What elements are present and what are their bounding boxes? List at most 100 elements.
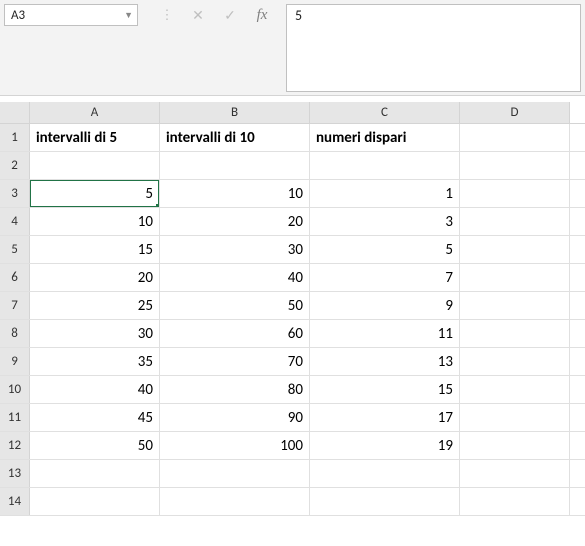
cell-D13[interactable] bbox=[460, 460, 570, 487]
row-4: 410203 bbox=[0, 208, 585, 236]
row-header-4[interactable]: 4 bbox=[0, 208, 30, 235]
cell-B1[interactable]: intervalli di 10 bbox=[160, 124, 310, 151]
cell-D6[interactable] bbox=[460, 264, 570, 291]
cell-C11[interactable]: 17 bbox=[310, 404, 460, 431]
cell-A1[interactable]: intervalli di 5 bbox=[30, 124, 160, 151]
cell-B12[interactable]: 100 bbox=[160, 432, 310, 459]
cell-C12[interactable]: 19 bbox=[310, 432, 460, 459]
row-header-11[interactable]: 11 bbox=[0, 404, 30, 431]
row-header-1[interactable]: 1 bbox=[0, 124, 30, 151]
cell-C9[interactable]: 13 bbox=[310, 348, 460, 375]
cell-B9[interactable]: 70 bbox=[160, 348, 310, 375]
formula-input-wrap: 5 bbox=[278, 0, 585, 95]
cell-B7[interactable]: 50 bbox=[160, 292, 310, 319]
cell-D10[interactable] bbox=[460, 376, 570, 403]
cell-A11[interactable]: 45 bbox=[30, 404, 160, 431]
cell-A5[interactable]: 15 bbox=[30, 236, 160, 263]
fx-icon[interactable]: fx bbox=[246, 4, 278, 26]
column-header-C[interactable]: C bbox=[310, 102, 460, 123]
row-header-6[interactable]: 6 bbox=[0, 264, 30, 291]
cell-C7[interactable]: 9 bbox=[310, 292, 460, 319]
row-header-12[interactable]: 12 bbox=[0, 432, 30, 459]
cell-A13[interactable] bbox=[30, 460, 160, 487]
cancel-icon[interactable]: ✕ bbox=[182, 4, 214, 26]
cell-A3[interactable]: 5 bbox=[30, 180, 160, 207]
column-header-D[interactable]: D bbox=[460, 102, 570, 123]
row-12: 125010019 bbox=[0, 432, 585, 460]
cell-D3[interactable] bbox=[460, 180, 570, 207]
cell-D4[interactable] bbox=[460, 208, 570, 235]
cell-C2[interactable] bbox=[310, 152, 460, 179]
name-box-wrap: A3 ▼ bbox=[0, 0, 138, 95]
row-10: 10408015 bbox=[0, 376, 585, 404]
cell-C5[interactable]: 5 bbox=[310, 236, 460, 263]
cell-B14[interactable] bbox=[160, 488, 310, 515]
cell-A6[interactable]: 20 bbox=[30, 264, 160, 291]
chevron-down-icon[interactable]: ▼ bbox=[124, 10, 133, 21]
grid: ABCD 1intervalli di 5intervalli di 10num… bbox=[0, 96, 585, 516]
column-header-A[interactable]: A bbox=[30, 102, 160, 123]
cell-A2[interactable] bbox=[30, 152, 160, 179]
cell-C8[interactable]: 11 bbox=[310, 320, 460, 347]
cell-D8[interactable] bbox=[460, 320, 570, 347]
cell-C4[interactable]: 3 bbox=[310, 208, 460, 235]
cell-D12[interactable] bbox=[460, 432, 570, 459]
cell-C10[interactable]: 15 bbox=[310, 376, 460, 403]
cell-D5[interactable] bbox=[460, 236, 570, 263]
accept-icon[interactable]: ✓ bbox=[214, 4, 246, 26]
row-7: 725509 bbox=[0, 292, 585, 320]
cell-D2[interactable] bbox=[460, 152, 570, 179]
row-header-10[interactable]: 10 bbox=[0, 376, 30, 403]
cell-B13[interactable] bbox=[160, 460, 310, 487]
cell-D14[interactable] bbox=[460, 488, 570, 515]
row-header-3[interactable]: 3 bbox=[0, 180, 30, 207]
cell-A12[interactable]: 50 bbox=[30, 432, 160, 459]
row-header-8[interactable]: 8 bbox=[0, 320, 30, 347]
cell-D7[interactable] bbox=[460, 292, 570, 319]
row-6: 620407 bbox=[0, 264, 585, 292]
cell-C6[interactable]: 7 bbox=[310, 264, 460, 291]
cell-B5[interactable]: 30 bbox=[160, 236, 310, 263]
formula-input[interactable]: 5 bbox=[286, 4, 581, 92]
cell-B3[interactable]: 10 bbox=[160, 180, 310, 207]
cell-A14[interactable] bbox=[30, 488, 160, 515]
formula-bar: A3 ▼ ⋮ ✕ ✓ fx 5 bbox=[0, 0, 585, 96]
cell-B11[interactable]: 90 bbox=[160, 404, 310, 431]
cell-A8[interactable]: 30 bbox=[30, 320, 160, 347]
cell-C1[interactable]: numeri dispari bbox=[310, 124, 460, 151]
select-all-corner[interactable] bbox=[0, 102, 30, 123]
row-14: 14 bbox=[0, 488, 585, 516]
row-9: 9357013 bbox=[0, 348, 585, 376]
column-header-B[interactable]: B bbox=[160, 102, 310, 123]
row-header-9[interactable]: 9 bbox=[0, 348, 30, 375]
row-header-2[interactable]: 2 bbox=[0, 152, 30, 179]
row-1: 1intervalli di 5intervalli di 10numeri d… bbox=[0, 124, 585, 152]
cell-D9[interactable] bbox=[460, 348, 570, 375]
cell-A4[interactable]: 10 bbox=[30, 208, 160, 235]
cell-B4[interactable]: 20 bbox=[160, 208, 310, 235]
row-header-5[interactable]: 5 bbox=[0, 236, 30, 263]
row-header-7[interactable]: 7 bbox=[0, 292, 30, 319]
cell-D1[interactable] bbox=[460, 124, 570, 151]
cell-A9[interactable]: 35 bbox=[30, 348, 160, 375]
formula-bar-icons: ⋮ ✕ ✓ fx bbox=[150, 0, 278, 95]
row-8: 8306011 bbox=[0, 320, 585, 348]
cell-C3[interactable]: 1 bbox=[310, 180, 460, 207]
cell-B6[interactable]: 40 bbox=[160, 264, 310, 291]
cell-D11[interactable] bbox=[460, 404, 570, 431]
cell-A7[interactable]: 25 bbox=[30, 292, 160, 319]
row-header-13[interactable]: 13 bbox=[0, 460, 30, 487]
name-box[interactable]: A3 ▼ bbox=[4, 4, 138, 26]
cell-A10[interactable]: 40 bbox=[30, 376, 160, 403]
cell-B10[interactable]: 80 bbox=[160, 376, 310, 403]
cell-B2[interactable] bbox=[160, 152, 310, 179]
column-headers: ABCD bbox=[0, 102, 585, 124]
cell-C14[interactable] bbox=[310, 488, 460, 515]
row-5: 515305 bbox=[0, 236, 585, 264]
row-header-14[interactable]: 14 bbox=[0, 488, 30, 515]
row-2: 2 bbox=[0, 152, 585, 180]
cell-C13[interactable] bbox=[310, 460, 460, 487]
cell-B8[interactable]: 60 bbox=[160, 320, 310, 347]
row-11: 11459017 bbox=[0, 404, 585, 432]
row-13: 13 bbox=[0, 460, 585, 488]
